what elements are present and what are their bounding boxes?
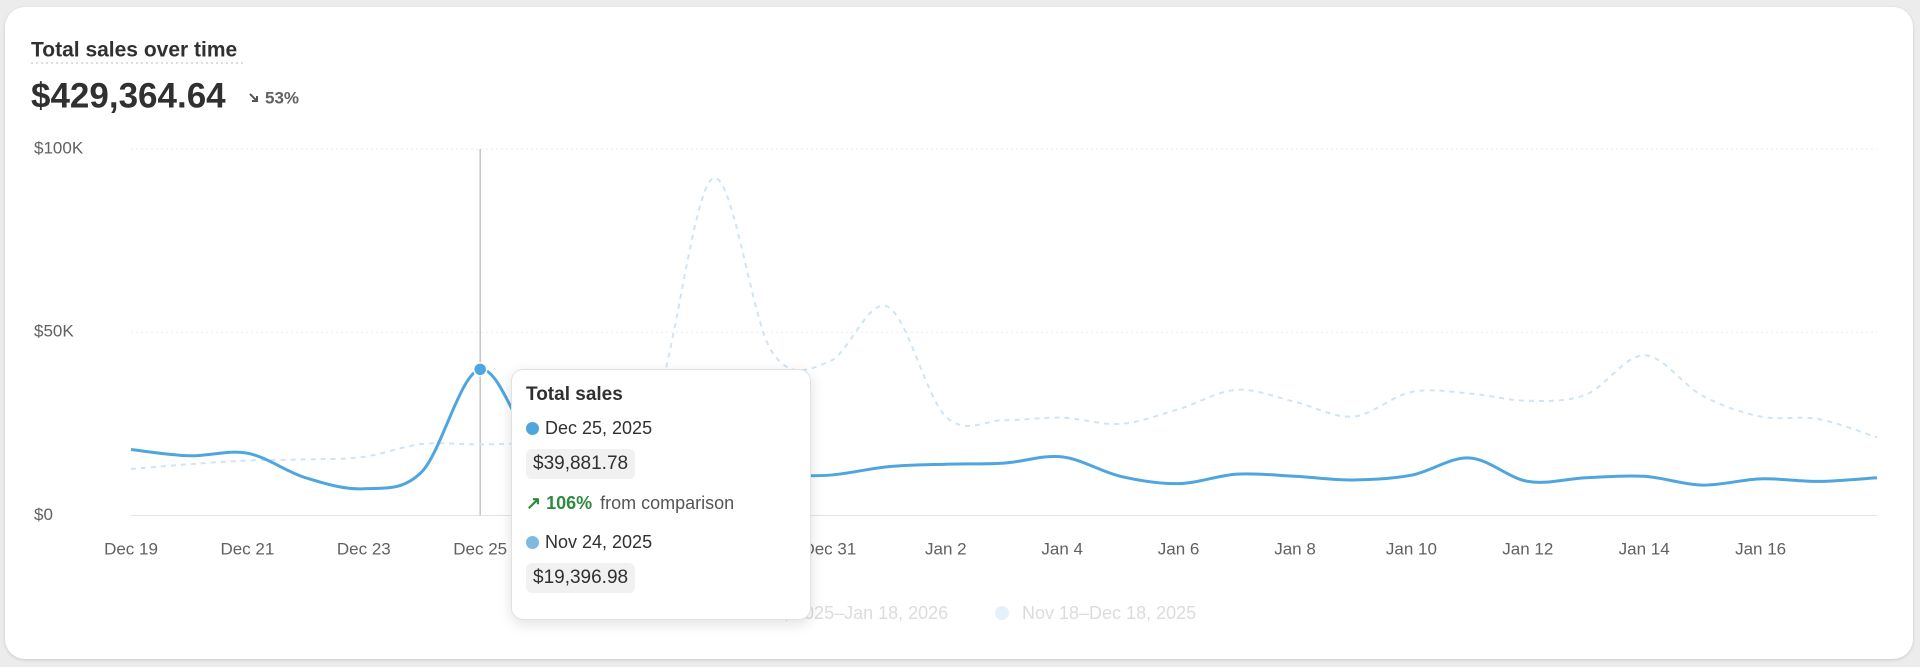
tooltip-date: Nov 24, 2025 [545,532,653,552]
total-change: 53% [265,88,299,107]
x-tick-label: Jan 6 [1158,539,1200,558]
tooltip-change-note: from comparison [600,493,735,513]
x-tick-label: Dec 23 [337,539,391,558]
series-line [130,367,1878,491]
x-tick-label: Dec 21 [220,539,274,558]
tooltip-change: ↗ 106% [526,493,592,514]
down-arrow [249,93,258,102]
x-tick-label: Dec 25 [453,539,507,558]
tooltip: Total sales Dec 25, 2025 $39,881.78 ↗ 10… [511,369,811,620]
up-arrow: ↗ [526,493,547,513]
chart-title: Total sales over time [31,39,237,62]
total-value: $429,364.64 [31,76,226,115]
x-tick-label: Jan 10 [1386,539,1437,558]
x-tick-label: Jan 12 [1502,539,1553,558]
tooltip-dot [526,536,539,549]
x-tick-label: Jan 14 [1619,539,1670,558]
card [5,7,1913,659]
x-tick-label: Jan 16 [1735,539,1786,558]
x-tick-label: Dec 19 [104,539,158,558]
hover-dot [472,362,488,377]
legend-label: Nov 18–Dec 18, 2025 [1022,603,1196,623]
tooltip-value: $39,881.78 [526,449,636,479]
tooltip-date: Dec 25, 2025 [545,418,653,438]
tooltip-dot [526,422,539,435]
y-tick-label: $100K [34,138,84,157]
y-tick-label: $0 [34,505,53,524]
x-tick-label: Jan 8 [1274,539,1316,558]
tooltip-value: $19,396.98 [526,563,636,593]
x-tick-label: Jan 2 [925,539,967,558]
legend-dot [995,606,1009,620]
tooltip-title: Total sales [526,384,623,405]
x-tick-label: Jan 4 [1041,539,1083,558]
y-tick-label: $50K [34,322,74,341]
x-tick-label: Dec 31 [802,539,856,558]
series-line [130,177,1878,470]
tooltip-change-value: 106% [546,493,593,513]
